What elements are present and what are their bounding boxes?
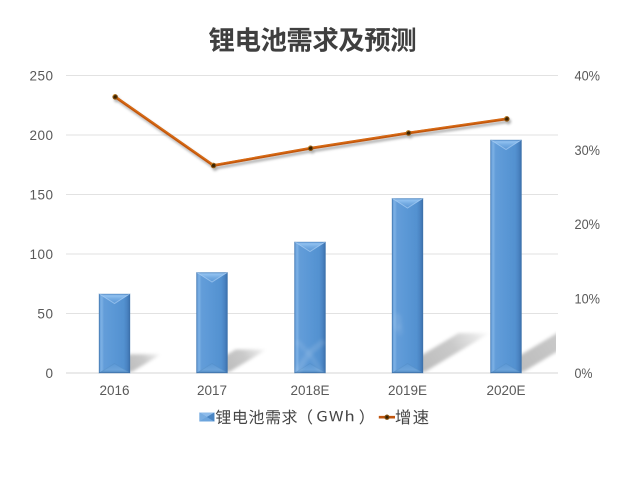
svg-text:2016: 2016 xyxy=(99,383,129,398)
svg-text:40%: 40% xyxy=(575,68,601,83)
svg-text:2019E: 2019E xyxy=(388,383,427,398)
svg-text:200: 200 xyxy=(30,128,54,143)
svg-text:30%: 30% xyxy=(575,143,601,158)
svg-text:150: 150 xyxy=(30,187,54,202)
svg-text:0%: 0% xyxy=(575,366,593,381)
svg-text:2018E: 2018E xyxy=(290,383,329,398)
svg-text:2020E: 2020E xyxy=(486,383,525,398)
svg-text:10%: 10% xyxy=(575,292,601,307)
svg-text:0: 0 xyxy=(45,366,53,381)
svg-text:250: 250 xyxy=(30,68,54,83)
svg-text:20%: 20% xyxy=(575,217,601,232)
svg-text:2017: 2017 xyxy=(197,383,227,398)
svg-text:100: 100 xyxy=(30,247,54,262)
svg-text:50: 50 xyxy=(37,306,53,321)
